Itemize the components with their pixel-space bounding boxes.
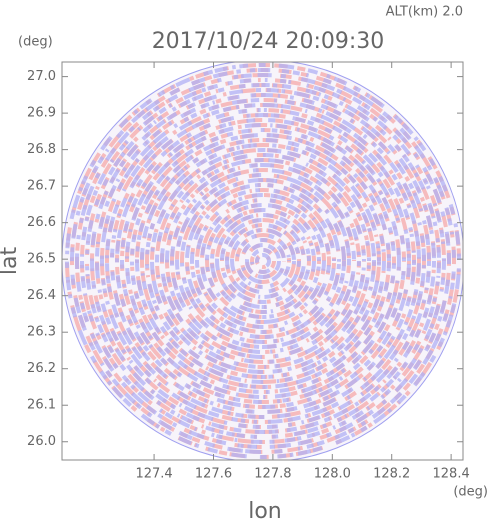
echo-ring [150,148,376,374]
x-tick-label: 128.4 [433,467,470,482]
echo-ring [150,148,376,374]
x-unit: (deg) [453,485,488,500]
echo-ring [70,68,456,454]
echo-ring [170,168,356,354]
x-tick-label: 127.8 [254,467,291,482]
x-axis-label: lon [248,499,282,521]
echo-ring [195,193,331,329]
echo-ring [80,78,446,444]
echo-ring [125,123,401,399]
y-tick-label: 26.7 [27,179,56,194]
echo-ring [255,253,271,269]
echo-ring [185,183,341,339]
echo-ring [75,73,451,449]
chart-title: 2017/10/24 20:09:30 [152,29,385,54]
echo-ring [225,223,301,299]
y-axis-label: lat [0,247,22,276]
y-tick-label: 26.5 [27,252,56,267]
y-tick-label: 26.1 [27,398,56,413]
echo-ring [145,143,381,379]
echo-ring [205,203,321,319]
y-tick-label: 26.6 [27,215,56,230]
echo-ring [190,188,336,334]
echo-ring [250,248,276,274]
echo-ring [160,158,366,364]
echo-ring [175,173,351,349]
echo-ring [90,88,436,434]
echo-ring [140,138,386,384]
echo-ring [135,133,391,389]
echo-ring [200,198,326,324]
x-tick-label: 128.0 [314,467,351,482]
y-unit: (deg) [18,35,53,50]
y-tick-label: 27.0 [27,69,56,84]
x-tick-label: 127.4 [135,467,172,482]
y-tick-label: 26.9 [27,106,56,121]
altitude-label: ALT(km) 2.0 [386,5,463,20]
echo-ring [180,178,346,344]
echo-ring [105,103,421,419]
echo-ring [125,123,401,399]
echo-ring [215,213,311,309]
echo-ring [65,63,461,459]
y-tick-label: 26.2 [27,361,56,376]
echo-ring [240,238,286,284]
y-tick-label: 26.3 [27,325,56,340]
x-tick-label: 127.6 [195,467,232,482]
echo-ring [115,113,411,409]
echo-ring [120,118,406,404]
echo-ring [155,153,371,369]
plot-frame [61,61,464,461]
echo-ring [85,83,441,439]
echo-ring [195,193,331,329]
echo-ring [130,128,396,394]
x-tick-label: 128.2 [373,467,410,482]
y-tick-label: 26.8 [27,142,56,157]
echo-ring [95,93,431,429]
echo-ring [165,163,361,359]
echo-ring [230,228,296,294]
echo-ring [235,233,291,289]
echo-texture [62,62,463,460]
echo-ring [155,153,371,369]
echo-ring [110,108,416,414]
echo-ring [100,98,426,424]
echo-ring [220,218,306,304]
y-tick-label: 26.0 [27,434,56,449]
echo-ring [210,208,316,314]
echo-ring [185,183,341,339]
y-tick-label: 26.4 [27,288,56,303]
echo-ring [245,243,281,279]
echo-ring [220,218,306,304]
